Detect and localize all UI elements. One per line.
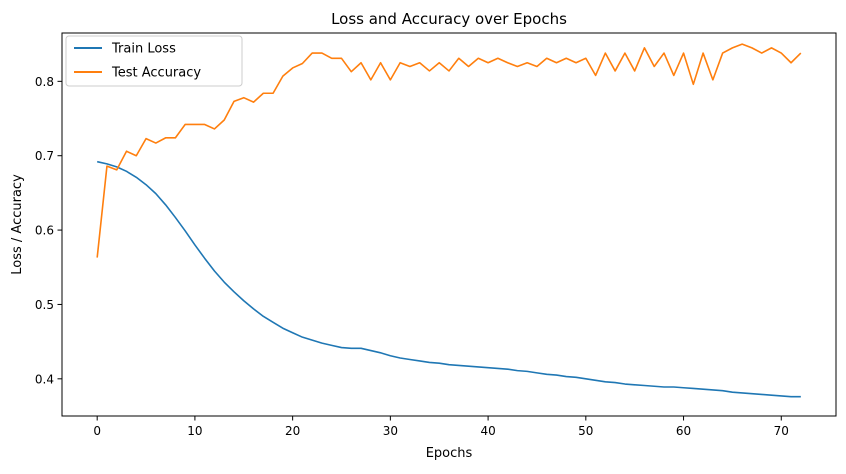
series-line-test-accuracy <box>96 43 802 258</box>
x-tick-label: 70 <box>774 424 789 438</box>
y-tick-label: 0.4 <box>35 372 54 386</box>
x-tick-label: 10 <box>187 424 202 438</box>
y-tick-label: 0.8 <box>35 75 54 89</box>
legend: Train Loss Test Accuracy <box>65 35 243 87</box>
legend-box <box>65 35 243 87</box>
y-axis: 0.4 0.5 0.6 0.7 0.8 <box>35 75 62 386</box>
legend-label-test-accuracy: Test Accuracy <box>111 66 201 81</box>
x-tick-label: 60 <box>676 424 691 438</box>
x-tick-label: 20 <box>285 424 300 438</box>
plot-frame <box>61 32 837 417</box>
plot-area <box>61 32 837 417</box>
y-tick-label: 0.7 <box>35 149 54 163</box>
y-axis-label: Loss / Accuracy <box>10 174 25 275</box>
y-tick-label: 0.6 <box>35 224 54 238</box>
x-tick-label: 0 <box>93 424 101 438</box>
series-line-train-loss <box>97 160 801 398</box>
series-layer <box>96 43 802 398</box>
chart-title: Loss and Accuracy over Epochs <box>331 10 567 28</box>
x-axis: 0 10 20 30 40 50 60 70 <box>93 416 789 438</box>
y-tick-label: 0.5 <box>35 298 54 312</box>
x-tick-label: 30 <box>383 424 398 438</box>
x-axis-label: Epochs <box>426 446 473 461</box>
x-tick-label: 50 <box>578 424 593 438</box>
legend-label-train-loss: Train Loss <box>111 42 176 57</box>
x-tick-label: 40 <box>480 424 495 438</box>
